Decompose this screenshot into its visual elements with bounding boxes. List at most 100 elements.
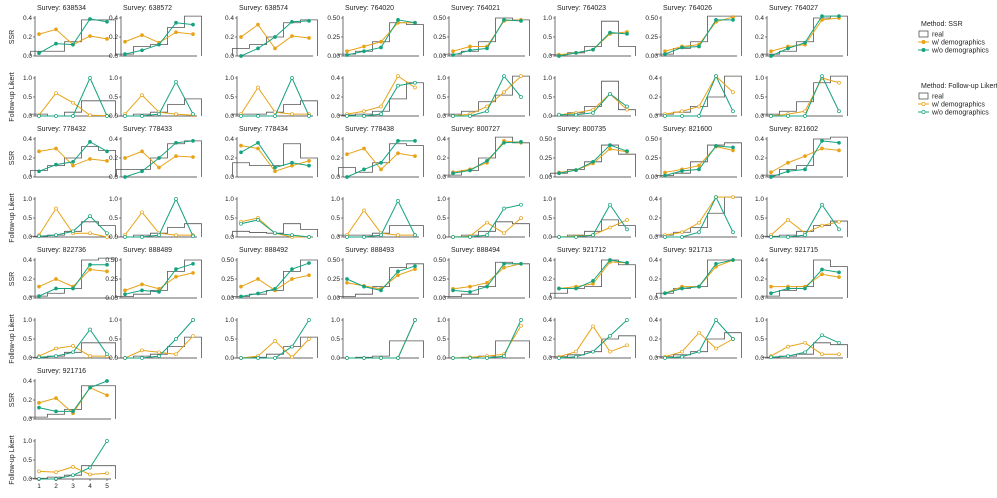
with-demographics-point: [680, 349, 684, 354]
without-demographics-point: [663, 52, 667, 56]
without-demographics-point: [625, 261, 629, 265]
legend-entry: w/o demographics: [931, 48, 989, 55]
survey-panel: Survey: 888493 0.00 0.25 0.50 0.0 0.5 1.0: [327, 247, 424, 362]
with-demographics-point: [786, 344, 790, 349]
without-demographics-point: [468, 290, 472, 294]
without-demographics-point: [786, 46, 790, 51]
with-demographics-line: [664, 75, 734, 115]
without-demographics-line: [241, 76, 310, 117]
y-tick-label: 0.2: [755, 276, 764, 283]
without-demographics-point: [307, 19, 311, 23]
without-demographics-point: [468, 235, 472, 239]
without-demographics-point: [307, 163, 311, 168]
with-demographics-point: [820, 18, 824, 22]
panel-title: Survey: 778433: [123, 126, 172, 133]
y-tick-label: 0.5: [437, 336, 446, 343]
with-demographics-point: [769, 170, 773, 175]
real-histogram: [30, 100, 116, 117]
without-demographics-point: [680, 286, 684, 291]
likert-plot: 0.0 0.5 1.0: [331, 317, 424, 362]
without-demographics-point: [519, 19, 523, 23]
likert-plot: 0.0 0.2 0.4: [649, 195, 742, 241]
with-demographics-line: [771, 273, 840, 288]
without-demographics-point: [519, 202, 523, 207]
without-demographics-point: [256, 114, 260, 118]
y-tick-label: 0.5: [225, 336, 234, 343]
without-demographics-point: [714, 18, 718, 22]
with-demographics-point: [239, 143, 243, 148]
with-demographics-point: [485, 220, 489, 225]
without-demographics-point: [574, 50, 578, 55]
y-tick-label: 0.4: [23, 15, 32, 22]
y-tick-label: 0.2: [649, 276, 658, 283]
survey-panel: Survey: 888489 0.00 0.25 0.50 0.0 0.5 1.0: [105, 247, 202, 362]
without-demographics-point: [697, 167, 701, 172]
panel-title: Survey: 921713: [663, 247, 712, 254]
with-demographics-point: [345, 280, 349, 285]
x-tick-label: 1: [37, 483, 41, 490]
y-tick-label: 0.50: [221, 257, 234, 264]
without-demographics-point: [396, 139, 400, 143]
survey-panel: Survey: 764026 0.00 0.25 0.50 0.0 0.2 0.4: [645, 5, 742, 120]
survey-panel: Survey: 778432 0.0 0.2 0.4 SSR 0.0 0.5 1.0 Follo…: [9, 126, 116, 243]
survey-panel: Survey: 921715 0.0 0.2 0.4 0.0 0.5 1.0: [755, 247, 848, 362]
panel-title: Survey: 821602: [769, 126, 818, 133]
without-demographics-point: [105, 352, 109, 357]
real-histogram: [232, 100, 318, 116]
with-demographics-point: [413, 154, 417, 158]
likert-plot: 0.0 0.5 1.0: [437, 74, 530, 120]
real-histogram: [444, 261, 530, 298]
without-demographics-point: [837, 109, 841, 114]
without-demographics-point: [574, 168, 578, 173]
without-demographics-point: [37, 51, 41, 56]
without-demographics-point: [413, 233, 417, 237]
y-tick-label: 0.4: [437, 136, 446, 143]
y-tick-label: 0.2: [649, 94, 658, 101]
y-tick-label: 0.0: [755, 355, 764, 362]
y-tick-label: 0.25: [539, 155, 552, 162]
without-demographics-point: [191, 234, 195, 239]
y-tick-label: 0.0: [225, 234, 234, 241]
without-demographics-point: [71, 42, 75, 47]
without-demographics-point: [396, 199, 400, 203]
without-demographics-point: [88, 140, 92, 144]
without-demographics-point: [502, 261, 506, 266]
without-demographics-point: [54, 162, 58, 167]
with-demographics-point: [396, 74, 400, 78]
panel-title: Survey: 821600: [663, 126, 712, 133]
without-demographics-point: [345, 175, 349, 179]
panel-title: Survey: 800727: [451, 126, 500, 133]
without-demographics-point: [413, 318, 417, 322]
with-demographics-point: [502, 231, 506, 236]
without-demographics-point: [379, 356, 383, 360]
with-demographics-point: [663, 170, 667, 175]
without-demographics-point: [413, 80, 417, 85]
with-demographics-point: [837, 219, 841, 224]
y-tick-label: 0.50: [327, 15, 340, 22]
with-demographics-point: [379, 39, 383, 44]
real-histogram: [30, 385, 116, 419]
y-tick-label: 0.0: [23, 113, 32, 120]
legend-title: Method: SSR: [921, 21, 963, 28]
with-demographics-line: [38, 28, 108, 46]
real-histogram: [30, 146, 116, 177]
with-demographics-point: [140, 282, 144, 287]
y-tick-label: 0.2: [225, 155, 234, 162]
without-demographics-point: [485, 356, 489, 360]
with-demographics-point: [731, 90, 735, 95]
y-tick-label: 0.0: [543, 234, 552, 241]
panel-title: Survey: 921715: [769, 247, 818, 254]
real-histogram: [338, 340, 424, 359]
y-tick-label: 1.0: [225, 196, 234, 203]
panel-title: Survey: 764020: [345, 5, 394, 12]
y-tick-label: 0.4: [649, 317, 658, 324]
survey-panel: Survey: 800727 0.0 0.2 0.4 0.0 0.5 1.0: [437, 126, 530, 241]
with-demographics-point: [786, 218, 790, 222]
without-demographics-point: [557, 235, 561, 239]
without-demographics-point: [820, 74, 824, 78]
y-tick-label: 0.0: [23, 476, 32, 483]
without-demographics-point: [71, 114, 75, 118]
